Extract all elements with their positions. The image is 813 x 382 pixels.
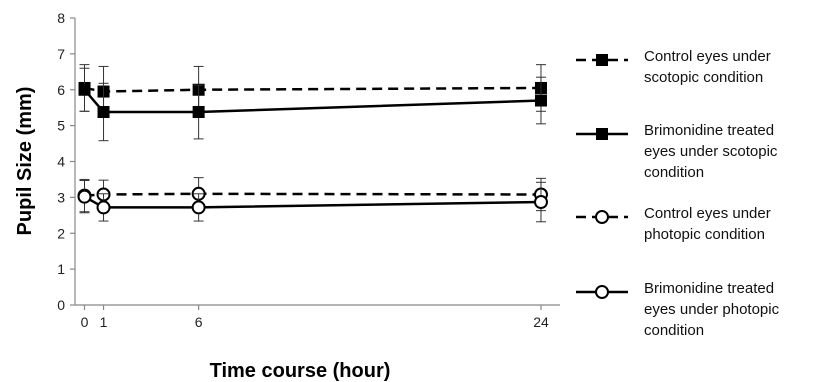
legend-marker-dashed-circle bbox=[576, 210, 628, 224]
data-point-square bbox=[192, 105, 205, 118]
series-line bbox=[84, 86, 541, 93]
data-point-circle bbox=[533, 195, 548, 210]
x-tick-label: 24 bbox=[533, 314, 549, 330]
y-tick-label: 1 bbox=[57, 261, 65, 277]
legend-label: Brimonidine treated eyes under scotopic … bbox=[644, 120, 813, 183]
legend-label-line: scotopic condition bbox=[644, 69, 764, 86]
data-point-circle bbox=[96, 200, 111, 215]
y-tick-label: 6 bbox=[57, 82, 65, 98]
series-2 bbox=[78, 67, 547, 142]
series-line bbox=[84, 192, 541, 197]
legend: Control eyes under scotopic condition Br… bbox=[572, 0, 813, 382]
data-point-circle bbox=[191, 200, 206, 215]
legend-label-line: condition bbox=[644, 164, 705, 181]
y-tick-label: 4 bbox=[57, 154, 65, 170]
y-tick-label: 0 bbox=[57, 297, 65, 313]
legend-label-line: condition bbox=[644, 322, 705, 339]
legend-label-line: eyes under photopic bbox=[644, 301, 780, 318]
data-point-square bbox=[78, 83, 91, 96]
legend-label-line: Control eyes under bbox=[644, 48, 771, 65]
series-line bbox=[83, 195, 542, 209]
legend-label: Control eyes under scotopic condition bbox=[644, 46, 813, 88]
y-tick-label: 5 bbox=[57, 118, 65, 134]
legend-marker-solid-circle bbox=[576, 285, 628, 299]
series-layer bbox=[77, 64, 548, 223]
y-tick-label: 7 bbox=[57, 46, 65, 62]
data-point-square bbox=[97, 105, 110, 118]
legend-label-line: eyes under scotopic bbox=[644, 143, 778, 160]
x-axis-title: Time course (hour) bbox=[210, 360, 391, 382]
legend-marker-dashed-square bbox=[576, 54, 628, 66]
data-point-circle bbox=[77, 189, 92, 204]
legend-label: Control eyes under photopic condition bbox=[644, 203, 813, 245]
legend-label-line: Control eyes under bbox=[644, 205, 771, 222]
legend-label-line: photopic condition bbox=[644, 226, 765, 243]
x-tick-label: 0 bbox=[81, 314, 89, 330]
x-tick-labels: 0 1 6 24 bbox=[81, 314, 549, 330]
y-tick-label: 8 bbox=[57, 10, 65, 26]
legend-label: Brimonidine treated eyes under photopic … bbox=[644, 278, 813, 341]
legend-label-line: Brimonidine treated bbox=[644, 280, 775, 297]
axes bbox=[70, 17, 560, 310]
y-tick-labels: 0 1 2 3 4 5 6 7 8 bbox=[57, 10, 65, 313]
y-tick-label: 3 bbox=[57, 189, 65, 205]
series-line bbox=[83, 88, 542, 114]
series-4 bbox=[77, 180, 548, 223]
x-tick-label: 1 bbox=[100, 314, 108, 330]
y-axis-title: Pupil Size (mm) bbox=[14, 87, 36, 236]
data-point-square bbox=[534, 94, 547, 107]
legend-marker-solid-square bbox=[576, 128, 628, 140]
x-tick-label: 6 bbox=[195, 314, 203, 330]
legend-label-line: Brimonidine treated bbox=[644, 122, 775, 139]
y-tick-label: 2 bbox=[57, 225, 65, 241]
